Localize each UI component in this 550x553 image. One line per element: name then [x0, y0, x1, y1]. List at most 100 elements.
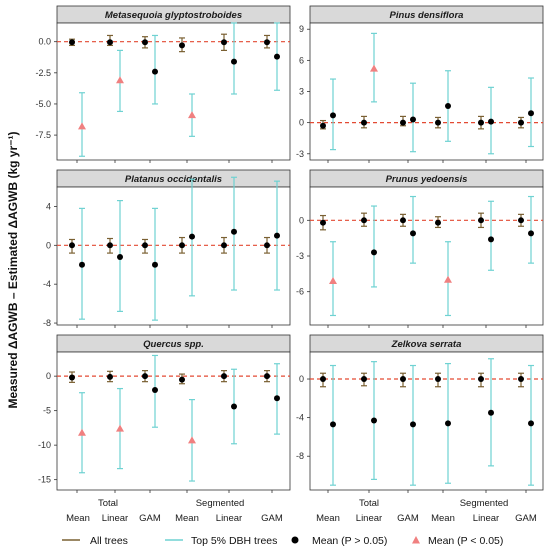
panel-6: Zelkova serrata 0 -4 -8 [296, 334, 544, 493]
all-trees-mean [107, 242, 113, 249]
y-tick-label: -5.0 [35, 99, 51, 109]
all-trees-mean [264, 39, 270, 46]
all-trees-mean [179, 376, 185, 383]
all-trees-mean [69, 242, 75, 249]
top5-mean-sig [329, 276, 337, 284]
y-tick-label: 9 [299, 24, 304, 34]
panel-title: Quercus spp. [143, 339, 204, 350]
top5-mean [231, 403, 237, 410]
method-label-right-1: Mean [316, 513, 340, 524]
top5-mean [410, 421, 416, 428]
top5-mean [445, 420, 451, 427]
top5-mean [152, 68, 158, 75]
top5-mean [152, 261, 158, 268]
all-trees-mean [107, 39, 113, 46]
top5-mean-sig [116, 424, 124, 432]
panel-title: Platanus occidentalis [125, 174, 222, 185]
y-tick-label: 0 [299, 118, 304, 128]
method-label-left-5: Linear [216, 513, 242, 524]
all-trees-mean [264, 242, 270, 249]
method-label-right-3: GAM [397, 513, 419, 524]
group-label-segmented-right: Segmented [460, 498, 509, 509]
all-trees-mean [518, 119, 524, 126]
top5-mean-sig [78, 428, 86, 436]
top5-mean [231, 58, 237, 65]
top5-mean [528, 110, 534, 117]
method-label-left-2: Linear [102, 513, 128, 524]
all-trees-mean [320, 376, 326, 383]
top5-mean [231, 228, 237, 235]
top5-mean [371, 417, 377, 424]
panel-5: Quercus spp. 0 -5 -10 -15 [38, 334, 291, 493]
group-label-total-left: Total [98, 498, 118, 509]
panel-3: Platanus occidentalis 4 0 -4 -8 [43, 169, 291, 328]
y-tick-label: 0 [46, 240, 51, 250]
legend-mean-sig-marker [412, 536, 420, 544]
all-trees-mean [264, 373, 270, 380]
panel-2: Pinus densiflora 9 6 3 0 -3 [296, 5, 544, 163]
all-trees-mean [400, 119, 406, 126]
top5-mean [488, 236, 494, 243]
all-trees-mean [142, 242, 148, 249]
method-label-right-4: Mean [431, 513, 455, 524]
bottom-axis: Total Segmented Mean Linear GAM Mean Lin… [66, 498, 537, 524]
all-trees-mean [435, 119, 441, 126]
y-axis-label: Measured ΔAGWB – Estimated ΔAGWB (kg yr⁻… [6, 132, 20, 409]
top5-mean [274, 53, 280, 60]
y-tick-label: 0.0 [38, 37, 51, 47]
panel-frame [56, 22, 291, 161]
y-tick-label: -2.5 [35, 68, 51, 78]
y-tick-label: -7.5 [35, 130, 51, 140]
y-tick-label: -4 [43, 279, 51, 289]
top5-mean [371, 249, 377, 256]
all-trees-mean [179, 242, 185, 249]
panel-frame [56, 351, 291, 491]
method-label-left-6: GAM [261, 513, 283, 524]
all-trees-mean [69, 374, 75, 381]
y-tick-label: 3 [299, 87, 304, 97]
group-label-segmented-left: Segmented [196, 498, 245, 509]
group-label-total-right: Total [359, 498, 379, 509]
all-trees-mean [69, 39, 75, 46]
method-label-left-1: Mean [66, 513, 90, 524]
y-tick-label: -3 [296, 149, 304, 159]
all-trees-mean [221, 242, 227, 249]
panel-4: Prunus yedoensis 0 -3 -6 [296, 169, 544, 328]
method-label-right-2: Linear [356, 513, 382, 524]
top5-mean-sig [188, 436, 196, 444]
y-tick-label: -15 [38, 475, 51, 485]
top5-mean [274, 395, 280, 402]
top5-mean-sig [188, 111, 196, 119]
top5-mean-sig [78, 122, 86, 130]
panel-frame [309, 351, 544, 491]
all-trees-mean [400, 376, 406, 383]
legend: All trees Top 5% DBH trees Mean (P > 0.0… [62, 535, 503, 547]
y-tick-label: 4 [46, 201, 51, 211]
top5-mean [488, 409, 494, 416]
top5-mean [189, 233, 195, 240]
panel-title: Prunus yedoensis [386, 174, 468, 185]
method-label-left-4: Mean [175, 513, 199, 524]
top5-mean [445, 103, 451, 110]
top5-mean-sig [444, 275, 452, 283]
top5-mean [330, 421, 336, 428]
top5-mean [528, 230, 534, 237]
y-tick-label: -10 [38, 440, 51, 450]
method-label-right-5: Linear [473, 513, 499, 524]
legend-top5-label: Top 5% DBH trees [191, 535, 277, 547]
panel-title: Pinus densiflora [390, 10, 464, 21]
all-trees-mean [142, 373, 148, 380]
all-trees-mean [361, 217, 367, 224]
all-trees-mean [361, 119, 367, 126]
y-tick-label: -6 [296, 287, 304, 297]
panel-frame [309, 186, 544, 326]
panel-title: Metasequoia glyptostroboides [105, 10, 242, 21]
top5-mean [410, 116, 416, 123]
top5-mean [330, 112, 336, 119]
all-trees-mean [478, 376, 484, 383]
all-trees-mean [518, 376, 524, 383]
top5-mean-sig [370, 64, 378, 72]
top5-mean [79, 261, 85, 268]
legend-mean-ns-label: Mean (P > 0.05) [312, 535, 387, 547]
